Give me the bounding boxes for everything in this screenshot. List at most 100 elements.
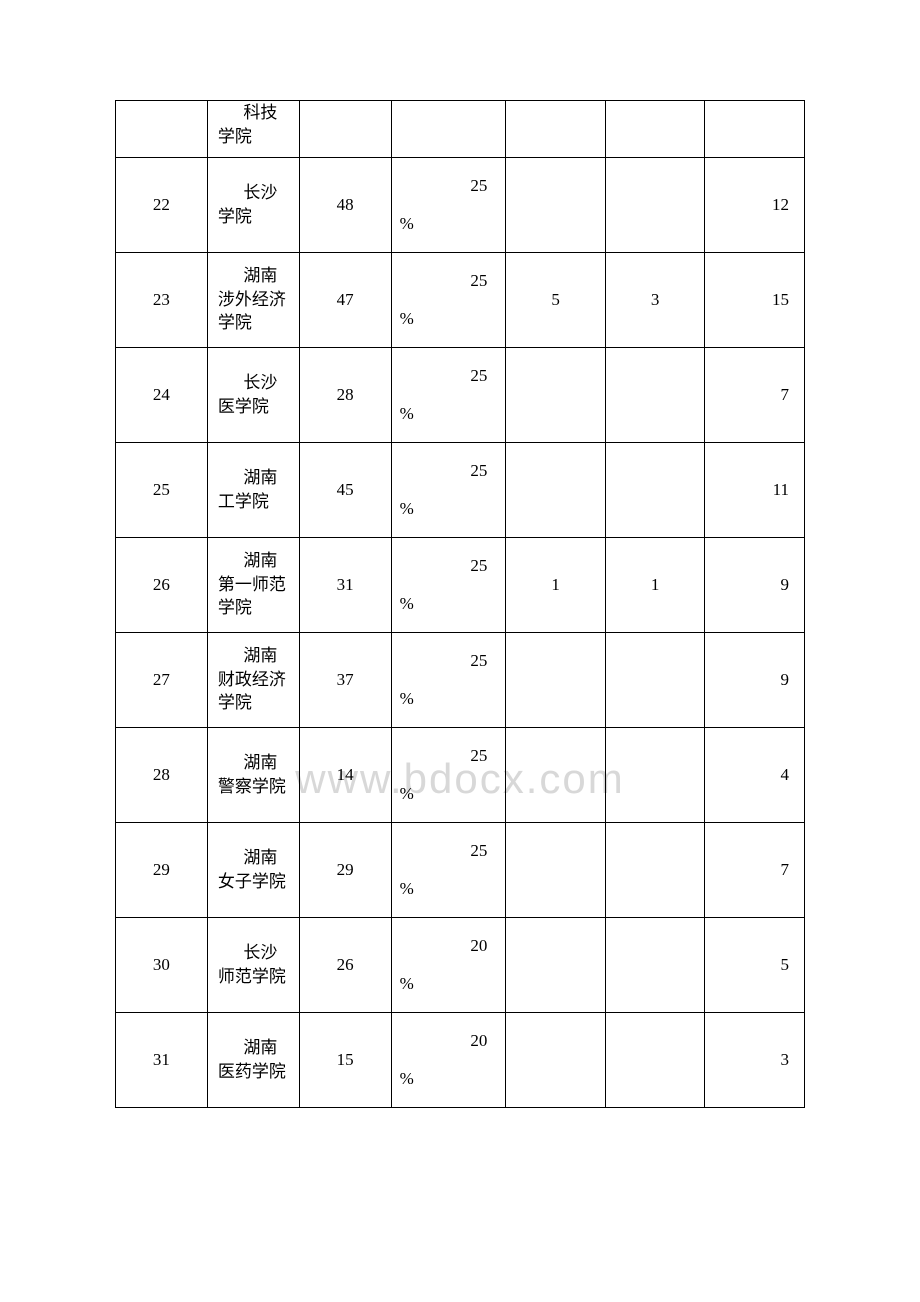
- percent-symbol: %: [400, 689, 414, 709]
- cell-name: 科技学院: [207, 101, 299, 158]
- cell-name: 长沙师范学院: [207, 917, 299, 1012]
- percent-number: 25: [470, 366, 487, 386]
- percent-number: 25: [470, 841, 487, 861]
- percent-symbol: %: [400, 404, 414, 424]
- cell-number: 27: [116, 632, 208, 727]
- cell-value1: 48: [299, 157, 391, 252]
- cell-value4: 7: [705, 822, 805, 917]
- cell-value2: [506, 1012, 606, 1107]
- cell-value4: [705, 101, 805, 158]
- table-row: 24长沙医学院2825%7: [116, 347, 805, 442]
- percent-symbol: %: [400, 309, 414, 329]
- cell-value2: [506, 101, 606, 158]
- cell-value2: [506, 347, 606, 442]
- percent-symbol: %: [400, 784, 414, 804]
- percent-symbol: %: [400, 879, 414, 899]
- percent-number: 25: [470, 176, 487, 196]
- percent-number: 25: [470, 746, 487, 766]
- percent-symbol: %: [400, 1069, 414, 1089]
- cell-name: 湖南警察学院: [207, 727, 299, 822]
- table-row: 科技学院: [116, 101, 805, 158]
- cell-value4: 11: [705, 442, 805, 537]
- cell-value2: [506, 157, 606, 252]
- cell-number: 31: [116, 1012, 208, 1107]
- cell-name: 湖南财政经济学院: [207, 632, 299, 727]
- cell-value1: 14: [299, 727, 391, 822]
- cell-name: 长沙学院: [207, 157, 299, 252]
- cell-percent: 25%: [391, 632, 506, 727]
- cell-value1: 31: [299, 537, 391, 632]
- table-row: 27湖南财政经济学院3725%9: [116, 632, 805, 727]
- cell-number: 26: [116, 537, 208, 632]
- cell-value2: [506, 442, 606, 537]
- cell-name: 湖南第一师范学院: [207, 537, 299, 632]
- cell-value1: 15: [299, 1012, 391, 1107]
- percent-symbol: %: [400, 594, 414, 614]
- cell-percent: 25%: [391, 727, 506, 822]
- cell-value2: [506, 727, 606, 822]
- cell-value1: 29: [299, 822, 391, 917]
- cell-value3: [605, 347, 705, 442]
- cell-value4: 12: [705, 157, 805, 252]
- cell-number: 30: [116, 917, 208, 1012]
- cell-value1: 28: [299, 347, 391, 442]
- cell-number: [116, 101, 208, 158]
- cell-value4: 4: [705, 727, 805, 822]
- cell-name: 湖南女子学院: [207, 822, 299, 917]
- cell-value2: [506, 917, 606, 1012]
- table-row: 30长沙师范学院26 20% 5: [116, 917, 805, 1012]
- data-table: 科技学院22长沙学院4825%1223湖南涉外经济学院4725%531524长沙…: [115, 100, 805, 1108]
- cell-name: 湖南工学院: [207, 442, 299, 537]
- cell-name: 长沙医学院: [207, 347, 299, 442]
- table-row: 31湖南医药学院1520%3: [116, 1012, 805, 1107]
- percent-number: 25: [470, 461, 487, 481]
- cell-value3: 1: [605, 537, 705, 632]
- cell-value3: [605, 442, 705, 537]
- cell-value4: 7: [705, 347, 805, 442]
- cell-value1: [299, 101, 391, 158]
- percent-number: 25: [470, 651, 487, 671]
- percent-number: 20: [470, 1031, 487, 1051]
- percent-symbol: %: [400, 974, 414, 994]
- cell-value1: 26: [299, 917, 391, 1012]
- cell-value4: 3: [705, 1012, 805, 1107]
- cell-value1: 47: [299, 252, 391, 347]
- cell-value3: [605, 101, 705, 158]
- cell-percent: 25%: [391, 252, 506, 347]
- cell-name: 湖南涉外经济学院: [207, 252, 299, 347]
- cell-number: 29: [116, 822, 208, 917]
- cell-value2: [506, 822, 606, 917]
- cell-value4: 5: [705, 917, 805, 1012]
- cell-value4: 9: [705, 537, 805, 632]
- cell-percent: 20%: [391, 1012, 506, 1107]
- cell-value3: [605, 1012, 705, 1107]
- cell-value4: 9: [705, 632, 805, 727]
- percent-symbol: %: [400, 214, 414, 234]
- table-body: 科技学院22长沙学院4825%1223湖南涉外经济学院4725%531524长沙…: [116, 101, 805, 1108]
- percent-number: 25: [470, 556, 487, 576]
- table-row: 26湖南第一师范学院3125%119: [116, 537, 805, 632]
- table-row: 28湖南警察学院1425%4: [116, 727, 805, 822]
- cell-value2: 5: [506, 252, 606, 347]
- page-container: www.bdocx.com 科技学院22长沙学院4825%1223湖南涉外经济学…: [115, 100, 805, 1108]
- cell-value3: [605, 157, 705, 252]
- cell-number: 25: [116, 442, 208, 537]
- cell-value1: 37: [299, 632, 391, 727]
- percent-number: 20: [470, 936, 487, 956]
- cell-value3: [605, 917, 705, 1012]
- cell-percent: [391, 101, 506, 158]
- cell-number: 23: [116, 252, 208, 347]
- cell-value3: 3: [605, 252, 705, 347]
- cell-value2: 1: [506, 537, 606, 632]
- table-row: 22长沙学院48 25% 12: [116, 157, 805, 252]
- cell-value3: [605, 822, 705, 917]
- cell-number: 22: [116, 157, 208, 252]
- cell-value3: [605, 727, 705, 822]
- cell-percent: 25%: [391, 442, 506, 537]
- cell-value3: [605, 632, 705, 727]
- cell-name: 湖南医药学院: [207, 1012, 299, 1107]
- percent-number: 25: [470, 271, 487, 291]
- percent-symbol: %: [400, 499, 414, 519]
- cell-number: 28: [116, 727, 208, 822]
- cell-percent: 25%: [391, 537, 506, 632]
